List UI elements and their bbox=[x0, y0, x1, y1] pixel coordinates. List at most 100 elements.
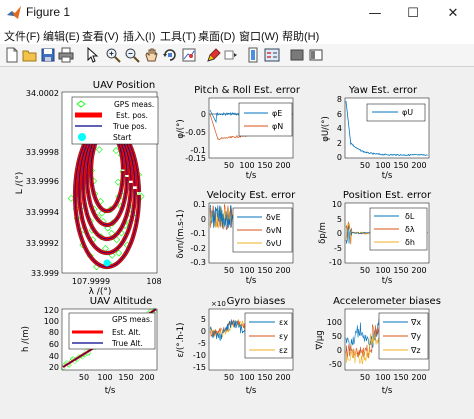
zoom-out-icon[interactable] bbox=[124, 47, 140, 63]
accel-legend[interactable]: ∇x ∇y ∇z bbox=[378, 312, 429, 360]
matlab-logo-icon bbox=[7, 6, 21, 19]
pitch-roll-legend[interactable]: φE φN bbox=[238, 102, 293, 137]
xtick-label: 100 bbox=[375, 373, 390, 382]
ytick-label: 0 bbox=[201, 215, 206, 224]
close-button[interactable]: ✕ bbox=[434, 0, 472, 26]
minimize-button[interactable]: — bbox=[356, 0, 394, 26]
data-cursor-icon[interactable] bbox=[181, 47, 197, 63]
xtick-label: 100 bbox=[97, 373, 112, 382]
print-icon[interactable] bbox=[58, 47, 74, 63]
accel-title: Accelerometer biases bbox=[333, 296, 441, 307]
velocity-legend[interactable]: δvE δvN δvU bbox=[232, 207, 293, 253]
save-icon[interactable] bbox=[40, 47, 56, 63]
panel-velocity: Velocity Est. error 0.1 0 -0.1 -0.2 -0.3… bbox=[176, 190, 296, 286]
panel-uav-altitude: UAV Altitude 120 100 80 60 40 20 50 100 … bbox=[21, 296, 158, 396]
menu-desktop[interactable]: 桌面(D) bbox=[198, 31, 236, 43]
xtick-label: 150 bbox=[393, 373, 408, 382]
uav-position-title: UAV Position bbox=[93, 80, 155, 91]
zoom-in-icon[interactable] bbox=[105, 47, 121, 63]
gyro-xlabel: t/s bbox=[246, 386, 257, 396]
yaw-ylabel: φU/(°) bbox=[321, 116, 331, 142]
gps-marker bbox=[95, 146, 103, 154]
velocity-ylabel: δvn/(m.s-1) bbox=[176, 210, 186, 259]
legend-gps: GPS meas. bbox=[114, 100, 154, 109]
xtick-label: 200 bbox=[275, 161, 290, 170]
hide-plot-tools-icon[interactable] bbox=[289, 47, 305, 63]
xtick-label: 50 bbox=[224, 161, 234, 170]
position-error-xlabel: t/s bbox=[382, 276, 393, 286]
menu-file[interactable]: 文件(F) bbox=[4, 31, 41, 43]
menu-view[interactable]: 查看(V) bbox=[82, 31, 119, 43]
gps-marker bbox=[98, 209, 106, 217]
menu-help[interactable]: 帮助(H) bbox=[282, 31, 320, 43]
uav-altitude-legend[interactable]: GPS meas. Est. Alt. True Alt. bbox=[68, 312, 156, 350]
legend-nabla-z: ∇z bbox=[410, 346, 421, 355]
gyro-title: Gyro biases bbox=[227, 296, 286, 307]
menu-insert[interactable]: 插入(I) bbox=[123, 31, 156, 43]
ytick-label: 5 bbox=[337, 215, 342, 224]
ytick-label: 0 bbox=[201, 327, 206, 336]
menu-window[interactable]: 窗口(W) bbox=[239, 31, 279, 43]
legend-eps-y: εy bbox=[279, 332, 288, 341]
ytick-label: 4 bbox=[337, 124, 342, 133]
gyro-legend[interactable]: εx εy εz bbox=[244, 312, 293, 359]
pan-icon[interactable] bbox=[143, 47, 159, 63]
legend-dv-n: δvN bbox=[266, 226, 282, 235]
gps-marker bbox=[102, 245, 109, 252]
xtick-label: 200 bbox=[411, 161, 426, 170]
ytick-label: 0 bbox=[337, 153, 342, 162]
xtick-label: 50 bbox=[360, 373, 370, 382]
open-file-icon[interactable] bbox=[22, 47, 38, 63]
xtick-label: 50 bbox=[224, 266, 234, 275]
velocity-title: Velocity Est. error bbox=[207, 190, 296, 201]
colorbar-icon[interactable] bbox=[245, 47, 261, 63]
ytick-label: 60 bbox=[49, 340, 59, 349]
uav-position-ylabel: L /(°) bbox=[15, 172, 25, 194]
xtick-label: 100 bbox=[375, 266, 390, 275]
legend-eps-z: εz bbox=[279, 346, 288, 355]
xtick-label: 50 bbox=[360, 266, 370, 275]
xtick-label: 200 bbox=[275, 373, 290, 382]
gps-marker bbox=[115, 249, 123, 257]
ytick-label: 120 bbox=[44, 306, 59, 315]
gyro-ylabel: ε/(°.h-1) bbox=[176, 323, 186, 358]
menu-edit[interactable]: 编辑(E) bbox=[43, 31, 80, 43]
rotate-3d-icon[interactable] bbox=[162, 47, 178, 63]
ytick-label: 33.9998 bbox=[26, 148, 59, 157]
menu-tools[interactable]: 工具(T) bbox=[160, 31, 197, 43]
legend-dh: δh bbox=[405, 238, 415, 247]
uav-position-legend[interactable]: GPS meas. Est. pos. True pos. Start bbox=[71, 96, 159, 145]
pointer-icon[interactable] bbox=[84, 47, 100, 63]
show-plot-tools-icon[interactable] bbox=[308, 47, 324, 63]
legend-eps-x: εx bbox=[279, 318, 288, 327]
velocity-xlabel: t/s bbox=[246, 276, 257, 286]
yaw-legend[interactable]: φU bbox=[366, 103, 426, 122]
xtick-label: 50 bbox=[360, 161, 370, 170]
xtick-label: 100 bbox=[375, 161, 390, 170]
ytick-label: 50 bbox=[332, 332, 342, 341]
title-bar: Figure 1 — ☐ ✕ bbox=[0, 0, 474, 27]
xtick-label: 150 bbox=[118, 373, 133, 382]
yaw-xlabel: t/s bbox=[382, 171, 393, 181]
ytick-label: 40 bbox=[49, 352, 59, 361]
close-icon: ✕ bbox=[447, 5, 459, 21]
brush-icon[interactable] bbox=[206, 47, 222, 63]
phi-u-line bbox=[345, 100, 428, 157]
legend-phi-n: φN bbox=[272, 122, 283, 131]
link-icon[interactable] bbox=[223, 47, 239, 63]
xtick-label: 150 bbox=[257, 266, 272, 275]
xtick-label: 150 bbox=[257, 161, 272, 170]
legend-icon[interactable] bbox=[264, 47, 280, 63]
position-error-legend[interactable]: δL δλ δh bbox=[369, 207, 428, 251]
xtick-label: 108 bbox=[146, 277, 161, 286]
xtick-label: 107.9999 bbox=[72, 277, 110, 286]
legend-dv-u: δvU bbox=[266, 239, 282, 248]
panel-uav-position: UAV Position 34.0002 33.9998 33.9996 33.… bbox=[15, 80, 162, 297]
ytick-label: 0 bbox=[337, 346, 342, 355]
ytick-label: 0.1 bbox=[193, 200, 206, 209]
maximize-button[interactable]: ☐ bbox=[394, 0, 432, 26]
new-figure-icon[interactable] bbox=[4, 47, 20, 63]
ytick-label: 34.0002 bbox=[26, 89, 59, 98]
minimize-icon: — bbox=[368, 5, 382, 21]
yaw-title: Yaw Est. error bbox=[348, 85, 418, 96]
